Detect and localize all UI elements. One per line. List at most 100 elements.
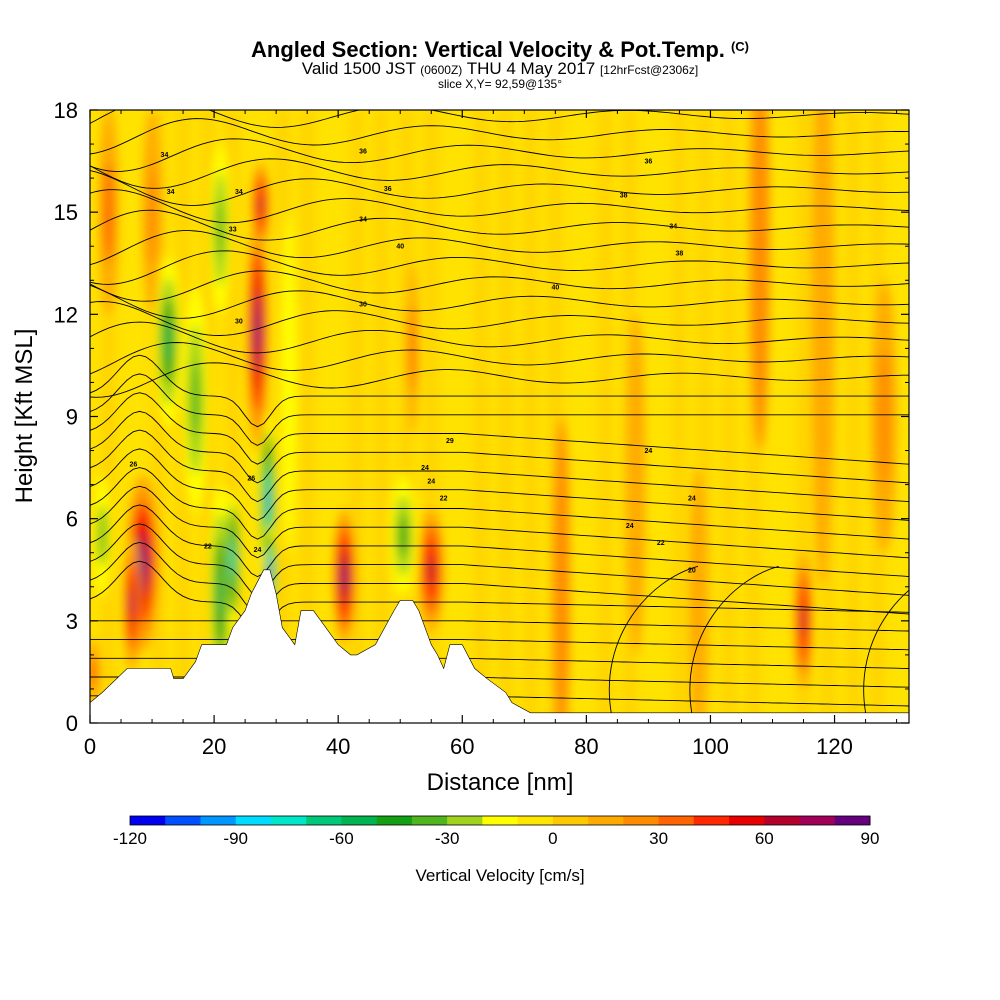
contour-label: 24: [421, 465, 429, 472]
velocity-cell: [399, 515, 408, 557]
colorbar-swatch: [588, 816, 624, 825]
velocity-cell: [266, 487, 270, 516]
velocity-cell: [750, 110, 770, 451]
colorbar-swatch: [799, 816, 836, 825]
colorbar-swatch: [447, 816, 483, 825]
y-tick-label: 15: [54, 200, 78, 225]
y-tick-label: 18: [54, 98, 78, 123]
contour-label: 26: [130, 462, 138, 469]
isentrope-line: [90, 189, 909, 224]
isentrope-line: [90, 118, 909, 155]
contour-label: 22: [657, 540, 665, 547]
colorbar-swatch: [411, 816, 448, 825]
contour-label: 29: [446, 438, 454, 445]
isentrope-line: [90, 209, 909, 241]
chart-subtitle: Valid 1500 JST (0600Z) THU 4 May 2017 [1…: [301, 59, 699, 78]
colorbar-swatch: [729, 816, 765, 825]
colorbar-swatch: [270, 816, 307, 825]
colorbar-tick-label: 0: [548, 829, 557, 848]
contour-label: 30: [235, 319, 243, 326]
x-axis: 0 20 40 60 80 100 120: [84, 110, 898, 759]
colorbar-swatch: [517, 816, 554, 825]
velocity-band: [176, 110, 190, 723]
x-tick-label: 100: [692, 734, 729, 759]
velocity-band: [474, 110, 488, 723]
contour-label: 24: [645, 448, 653, 455]
velocity-cell: [877, 348, 891, 485]
isentrope-line: [90, 230, 909, 266]
isentrope-line: [90, 410, 909, 484]
colorbar-tick-label: -90: [223, 829, 248, 848]
isentrope-line: [90, 342, 909, 375]
contour-label: 24: [427, 479, 435, 486]
isentrope-line: [90, 504, 909, 578]
y-tick-label: 12: [54, 302, 78, 327]
contour-label: 34: [669, 223, 677, 230]
velocity-cell: [553, 416, 570, 723]
colorbar-swatch: [764, 816, 801, 825]
isentrope-line: [90, 321, 909, 354]
velocity-cell: [801, 603, 806, 638]
contour-label: 34: [167, 189, 175, 196]
isentrope-line: [90, 354, 909, 428]
colorbar-swatch: [130, 816, 166, 825]
y-tick-label: 3: [66, 609, 78, 634]
isentrope-line: [90, 158, 909, 189]
plot-area: 34 34 34 33 30 30 36 36 34 40 40 36 38 34 38 26 26 22 24 29…: [90, 110, 909, 723]
velocity-cell: [147, 161, 157, 264]
velocity-cell: [409, 305, 416, 391]
velocity-cell: [626, 314, 646, 655]
isentrope-line: [90, 392, 909, 465]
velocity-band: [375, 110, 388, 723]
x-tick-label: 60: [450, 734, 474, 759]
contour-label: 26: [247, 475, 255, 482]
velocity-cell: [130, 590, 134, 618]
colorbar-swatch: [623, 816, 660, 825]
contour-label: 34: [235, 189, 243, 196]
contour-label: 24: [254, 547, 262, 554]
isentrope-line: [90, 138, 909, 172]
colorbar-swatch: [658, 816, 695, 825]
velocity-cell: [255, 311, 260, 352]
colorbar-tick-label: -30: [435, 829, 460, 848]
isentrope-line: [90, 448, 909, 521]
velocity-cell: [231, 545, 235, 574]
velocity-band: [598, 110, 612, 723]
contour-label: 40: [396, 244, 404, 251]
isentrope-line: [90, 170, 909, 206]
velocity-band: [350, 110, 363, 723]
velocity-cell: [140, 548, 146, 578]
velocity-cell: [216, 200, 224, 258]
contour-label: 24: [626, 523, 634, 530]
colorbar-swatch: [341, 816, 378, 825]
x-tick-label: 40: [326, 734, 350, 759]
velocity-cell: [281, 212, 296, 553]
colorbar-swatch: [552, 816, 589, 825]
velocity-band: [573, 110, 587, 723]
isentrope-line: [90, 284, 909, 319]
isentrope-line: [90, 620, 909, 632]
velocity-cell: [217, 566, 224, 621]
velocity-band: [846, 110, 860, 723]
contour-label: 38: [676, 251, 684, 258]
colorbar-swatch: [165, 816, 201, 825]
colorbar-tick-label: 60: [755, 829, 774, 848]
isentrope-line: [90, 301, 909, 336]
terrain: [90, 569, 909, 723]
isentrope-line: [90, 523, 909, 596]
velocity-cell: [258, 194, 263, 217]
velocity-cell: [191, 362, 200, 437]
velocity-cell: [428, 554, 435, 586]
colorbar-swatch: [200, 816, 237, 825]
contour-label: 36: [645, 159, 653, 166]
contour-label: 34: [161, 152, 169, 159]
velocity-band: [673, 110, 686, 723]
velocity-band: [772, 110, 785, 723]
contour-label: 24: [688, 496, 696, 503]
contour-labels: 34 34 34 33 30 30 36 36 34 40 40 36 38 34 38 26 26 22 24 29…: [130, 148, 696, 574]
isentrope-line: [90, 250, 909, 285]
colorbar-swatch: [693, 816, 730, 825]
contour-label: 40: [551, 285, 559, 292]
velocity-cell: [165, 320, 172, 363]
